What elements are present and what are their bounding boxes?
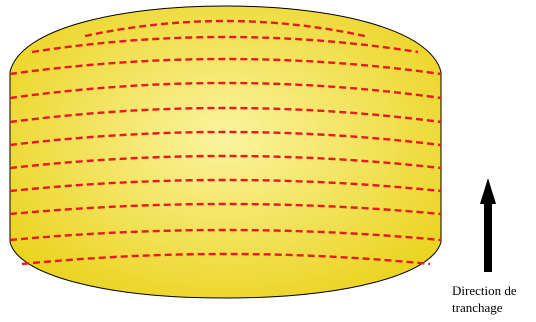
slice-line-11	[21, 252, 431, 266]
slice-line-6	[9, 130, 442, 147]
slice-line-10	[9, 228, 442, 242]
slicing-direction-arrow	[480, 178, 496, 272]
slice-line-5	[9, 106, 442, 124]
slice-line-4	[9, 81, 442, 100]
slice-line-2	[31, 35, 419, 54]
caption-line-1: Direction de	[452, 283, 517, 298]
slice-line-1	[84, 19, 366, 38]
slice-line-8	[9, 178, 442, 193]
slice-line-7	[9, 154, 442, 170]
arrow-shaft	[484, 202, 492, 272]
cylinder-body	[9, 5, 442, 299]
slice-line-3	[9, 57, 442, 76]
arrow-head	[480, 178, 496, 204]
slicing-direction-caption: Direction de tranchage	[452, 282, 536, 316]
slice-lines	[9, 19, 442, 266]
caption-line-2: tranchage	[452, 300, 503, 315]
slice-line-9	[9, 202, 442, 216]
